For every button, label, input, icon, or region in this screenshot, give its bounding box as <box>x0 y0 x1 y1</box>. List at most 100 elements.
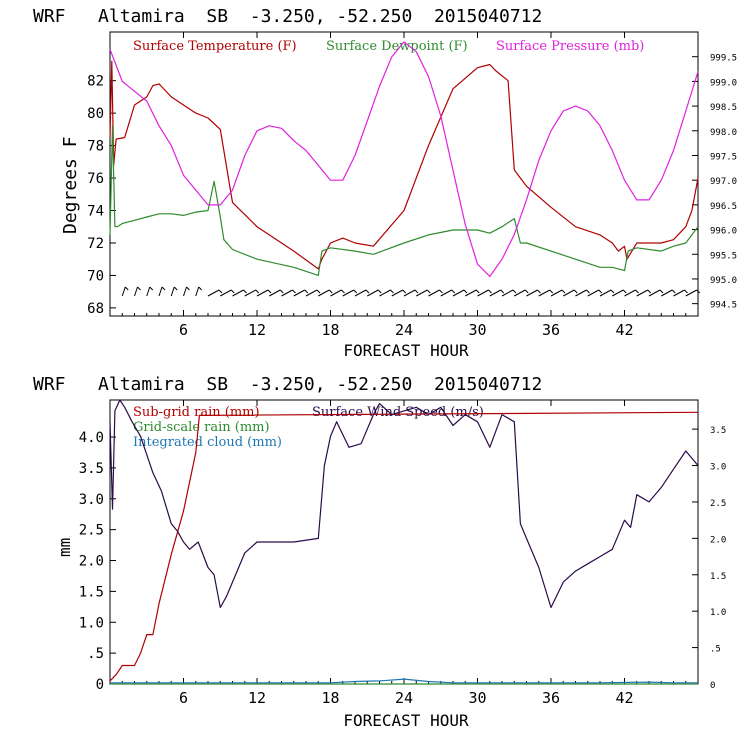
y-tick-label: .5 <box>87 646 104 662</box>
y2-tick-label: 0 <box>710 681 715 691</box>
x-tick-label: 30 <box>468 321 486 339</box>
x-tick-label: 36 <box>542 689 560 707</box>
wind-barb <box>318 289 330 297</box>
y-tick-label: 78 <box>87 139 104 155</box>
y-tick-label: 1.0 <box>79 615 104 631</box>
wind-barb-flag <box>267 289 272 294</box>
y-tick-label: 76 <box>87 171 104 187</box>
wind-barb-flag <box>524 289 529 294</box>
wind-barb <box>293 289 305 297</box>
wind-barb-flag <box>561 289 566 294</box>
legend-dewpoint: Surface Dewpoint (F) <box>326 39 468 54</box>
y2-tick-label: 1.0 <box>710 608 726 618</box>
wind-barb-flag <box>696 289 701 294</box>
wind-barb <box>477 289 489 297</box>
wind-barb-flag <box>439 289 443 294</box>
x-tick-label: 42 <box>615 321 633 339</box>
wind-barb <box>428 289 440 297</box>
wind-barb <box>514 289 526 297</box>
bottom-x-axis-label: FORECAST HOUR <box>343 711 469 730</box>
y-tick-label: 82 <box>87 74 104 90</box>
wind-barb-flag <box>341 289 345 294</box>
top-x-tick-labels: 6 12 18 24 30 36 42 <box>121 32 687 339</box>
wind-barb-flag <box>218 289 223 294</box>
wind-barb-flag <box>390 289 394 294</box>
wind-barb-flag <box>230 289 235 294</box>
x-tick-label: 12 <box>248 321 266 339</box>
y-tick-label: 70 <box>87 268 104 284</box>
y2-tick-label: 995.5 <box>710 251 737 261</box>
wind-barb-flag <box>414 289 419 294</box>
y2-tick-label: 996.0 <box>710 227 737 237</box>
top-series-lines <box>109 41 699 278</box>
wind-barb-flag <box>475 289 480 294</box>
y2-tick-label: 3.0 <box>710 463 726 473</box>
wind-barb <box>391 289 403 297</box>
wind-barb-flag <box>173 286 178 291</box>
series-line-surface-wind-speed-m-s <box>109 399 699 609</box>
y-tick-label: 72 <box>87 236 104 252</box>
y-tick-label: 3.0 <box>79 492 104 508</box>
wind-barb <box>501 289 514 297</box>
y2-tick-label: 998.0 <box>710 128 737 138</box>
y-tick-label: 2.0 <box>79 554 104 570</box>
wind-barb-flag <box>635 289 639 294</box>
wind-barb <box>624 289 636 297</box>
wind-barb <box>232 289 244 297</box>
wind-barb-flag <box>198 286 203 291</box>
legend-cloud: Integrated cloud (mm) <box>133 435 282 450</box>
wind-barb <box>330 289 342 297</box>
series-line-surface-pressure-mb <box>109 41 699 278</box>
wind-barb <box>195 286 200 297</box>
wind-barb-flag <box>488 289 492 294</box>
y2-tick-label: 997.0 <box>710 177 737 187</box>
wind-barb-flag <box>353 289 358 294</box>
wind-barb-flag <box>659 289 664 294</box>
wind-barb-flag <box>161 286 166 291</box>
wind-barb-flag <box>137 286 141 291</box>
wind-barb <box>587 289 599 297</box>
y2-tick-label: 999.0 <box>710 78 737 88</box>
top-y-axis-label: Degrees F <box>60 136 81 234</box>
wind-barb <box>599 289 612 297</box>
y2-tick-label: 997.5 <box>710 152 737 162</box>
wind-barb-flag <box>622 289 627 294</box>
wind-barb-flag <box>537 289 541 294</box>
y2-tick-label: 2.5 <box>710 499 726 509</box>
x-tick-label: 36 <box>542 321 560 339</box>
wind-barb <box>416 289 428 297</box>
wind-barb <box>354 289 367 297</box>
wind-barb <box>648 289 661 297</box>
legend-temperature: Surface Temperature (F) <box>133 39 297 54</box>
legend-grid-rain: Grid-scale rain (mm) <box>133 420 270 435</box>
y-tick-label: 3.5 <box>79 461 104 477</box>
top-y2-tick-labels: 994.5 995.0 995.5 996.0 996.5 997.0 997.5 998.0… <box>692 54 737 311</box>
bottom-y-tick-labels: 0 .5 1.0 1.5 2.0 2.5 3.0 3.5 4.0 <box>79 430 116 693</box>
wind-barb <box>685 289 697 297</box>
x-tick-label: 6 <box>179 689 188 707</box>
wind-barb <box>575 289 587 297</box>
wind-barb <box>256 289 269 297</box>
wind-barb <box>673 289 685 297</box>
wind-barb-flag <box>365 289 370 294</box>
wind-barb <box>342 289 354 297</box>
series-line-surface-temperature-f <box>109 60 699 270</box>
wind-barb <box>440 289 452 297</box>
wind-barb <box>170 286 175 297</box>
wind-barb <box>526 289 538 297</box>
wind-barb <box>269 289 281 297</box>
series-line-sub-grid-rain-mm <box>109 411 699 682</box>
y-tick-label: 74 <box>87 204 104 220</box>
temperature-panel: WRF Altamira SB -3.250, -52.250 20150407… <box>33 6 737 360</box>
wind-barb <box>612 289 624 297</box>
wind-barb-flag <box>463 289 468 294</box>
x-tick-label: 42 <box>615 689 633 707</box>
precipitation-panel: WRF Altamira SB -3.250, -52.250 20150407… <box>33 374 726 730</box>
wind-barb <box>244 289 256 297</box>
y2-tick-label: .5 <box>710 645 721 655</box>
wind-barb-flag <box>316 289 321 294</box>
wind-barb <box>550 289 563 297</box>
y2-tick-label: 998.5 <box>710 103 737 113</box>
wind-barb-flag <box>279 289 284 294</box>
